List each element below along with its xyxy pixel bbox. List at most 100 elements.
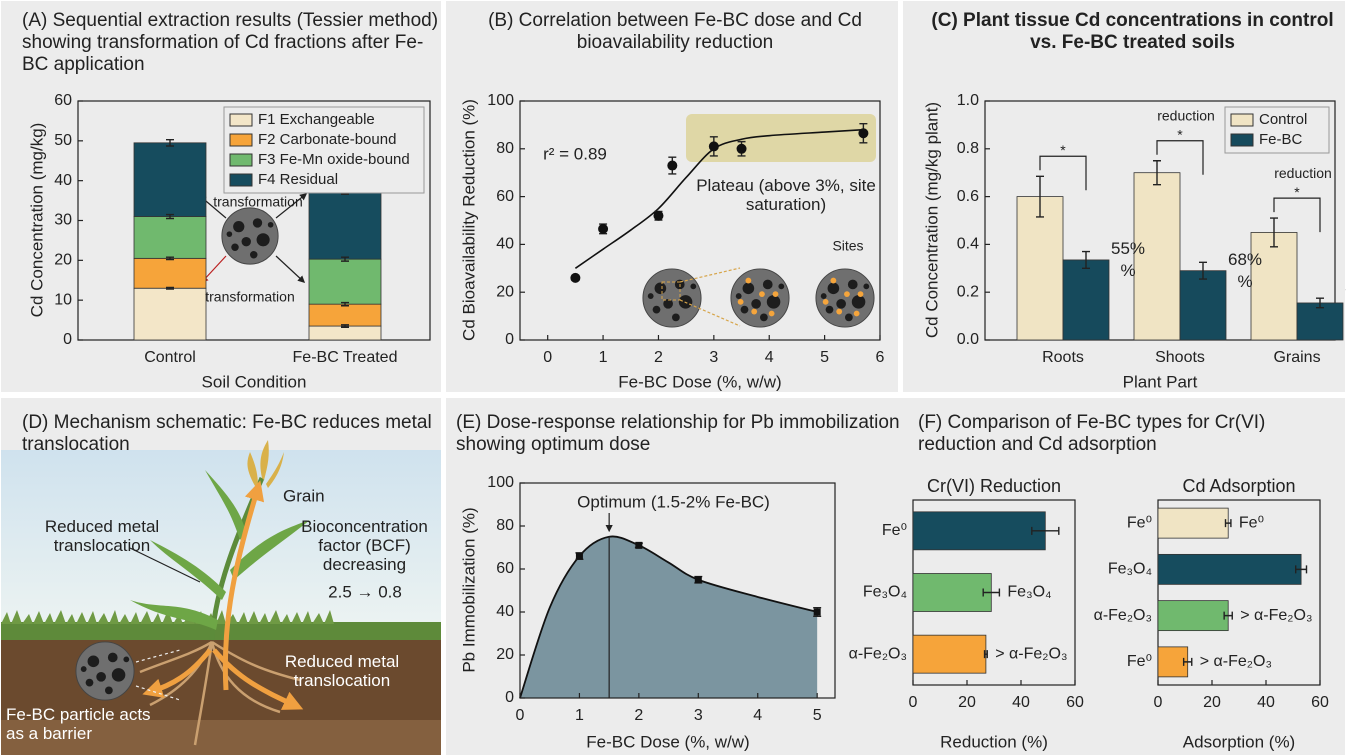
reduction-percent-unit: % bbox=[1120, 261, 1135, 280]
x-tick-label: 20 bbox=[958, 694, 976, 711]
panel-title: (C) Plant tissue Cd concentrations in co… bbox=[925, 10, 1340, 54]
data-point bbox=[695, 576, 702, 583]
panel-title: (D) Mechanism schematic: Fe-BC reduces m… bbox=[22, 412, 442, 456]
subplot-title: Cr(VI) Reduction bbox=[927, 476, 1061, 496]
x-axis-label: Soil Condition bbox=[202, 372, 307, 391]
x-tick-label: Grains bbox=[1273, 349, 1320, 366]
bar bbox=[913, 512, 1045, 550]
y-tick-label: Fe⁰ bbox=[1127, 514, 1152, 531]
x-tick-label: Control bbox=[144, 349, 196, 366]
x-tick-label: 4 bbox=[753, 707, 762, 724]
x-tick-label: 6 bbox=[876, 349, 885, 366]
y-tick-label: 1.0 bbox=[957, 92, 979, 109]
x-tick-label: 40 bbox=[1257, 694, 1275, 711]
schematic-label: Reduced metal translocation bbox=[22, 517, 182, 555]
x-tick-label: 2 bbox=[634, 707, 643, 724]
legend-label: Fe-BC bbox=[1259, 131, 1303, 148]
bar bbox=[134, 217, 206, 259]
y-tick-label: 100 bbox=[487, 474, 514, 491]
x-tick-label: 1 bbox=[599, 349, 608, 366]
panel-title: (F) Comparison of Fe-BC types for Cr(VI)… bbox=[918, 412, 1338, 456]
bar-label: Fe₃O₄ bbox=[1007, 584, 1051, 601]
biochar-image bbox=[731, 269, 789, 327]
y-tick-label: α-Fe₂O₃ bbox=[849, 645, 907, 662]
bar-label: > α-Fe₂O₃ bbox=[1240, 607, 1312, 624]
schematic-label: Reduced metal translocation bbox=[262, 652, 422, 690]
bar bbox=[913, 574, 991, 612]
annotation: Sites bbox=[832, 238, 863, 254]
y-tick-label: 0 bbox=[505, 331, 514, 348]
bar bbox=[309, 191, 381, 260]
bar bbox=[1180, 271, 1226, 340]
significance-marker: * bbox=[1177, 126, 1183, 142]
legend-label: F1 Exchangeable bbox=[258, 111, 375, 128]
x-tick-label: 1 bbox=[575, 707, 584, 724]
bar bbox=[134, 258, 206, 288]
y-tick-label: 40 bbox=[496, 603, 514, 620]
figure: Grain 2.5 → 0.8 0102030405060Soil Condit… bbox=[0, 0, 1346, 756]
x-tick-label: Shoots bbox=[1155, 349, 1205, 366]
y-tick-label: 0.0 bbox=[957, 331, 979, 348]
legend-label: F3 Fe-Mn oxide-bound bbox=[258, 151, 410, 168]
y-tick-label: 100 bbox=[487, 92, 514, 109]
data-point bbox=[737, 144, 747, 154]
y-tick-label: 10 bbox=[54, 291, 72, 308]
data-point bbox=[570, 273, 580, 283]
plateau-label: Plateau (above 3%, site saturation) bbox=[688, 176, 884, 214]
reduction-percent-unit: % bbox=[1237, 272, 1252, 291]
y-tick-label: α-Fe₂O₃ bbox=[1094, 607, 1152, 624]
legend-swatch bbox=[230, 114, 252, 126]
x-tick-label: 5 bbox=[820, 349, 829, 366]
schematic-label: Fe-BC particle acts as a barrier bbox=[6, 705, 166, 743]
y-axis-label: Cd Bioavailability Reduction (%) bbox=[459, 99, 478, 341]
annotation: transformation bbox=[213, 194, 302, 210]
y-tick-label: 60 bbox=[496, 188, 514, 205]
legend-label: F2 Carbonate-bound bbox=[258, 131, 396, 148]
bar bbox=[309, 259, 381, 304]
bar bbox=[134, 288, 206, 340]
bar bbox=[1251, 232, 1297, 340]
x-tick-label: 40 bbox=[1012, 694, 1030, 711]
y-tick-label: 0.8 bbox=[957, 140, 979, 157]
x-axis-label: Plant Part bbox=[1123, 372, 1198, 391]
y-tick-label: Fe⁰ bbox=[882, 522, 907, 539]
reduction-percent: 68% bbox=[1228, 250, 1262, 269]
y-tick-label: 20 bbox=[496, 646, 514, 663]
bar bbox=[1158, 601, 1228, 631]
annotation: r² = 0.89 bbox=[543, 144, 607, 163]
legend-label: F4 Residual bbox=[258, 171, 338, 188]
x-tick-label: 4 bbox=[765, 349, 774, 366]
bar bbox=[134, 143, 206, 217]
y-tick-label: 60 bbox=[54, 92, 72, 109]
legend-swatch bbox=[1231, 114, 1253, 126]
bar bbox=[309, 304, 381, 326]
x-tick-label: 60 bbox=[1311, 694, 1329, 711]
data-point bbox=[667, 161, 677, 171]
panel-title: (B) Correlation between Fe-BC dose and C… bbox=[470, 10, 880, 54]
legend-swatch bbox=[1231, 134, 1253, 146]
legend-swatch bbox=[230, 134, 252, 146]
y-axis-label: Pb Immobilization (%) bbox=[459, 507, 478, 672]
x-tick-label: Fe-BC Treated bbox=[293, 349, 398, 366]
annotation: transformation bbox=[205, 289, 294, 305]
x-axis-label: Adsorption (%) bbox=[1183, 732, 1295, 751]
biochar-image bbox=[643, 269, 701, 327]
y-axis-label: Cd Concentration (mg/kg plant) bbox=[922, 102, 941, 338]
bar bbox=[913, 635, 986, 673]
biochar-image bbox=[222, 208, 278, 264]
y-tick-label: Fe⁰ bbox=[1127, 653, 1152, 670]
biochar-image bbox=[816, 269, 874, 327]
panel-title: (A) Sequential extraction results (Tessi… bbox=[22, 10, 440, 76]
y-tick-label: 0.2 bbox=[957, 283, 979, 300]
subplot-title: Cd Adsorption bbox=[1182, 476, 1295, 496]
bar bbox=[1158, 508, 1228, 538]
bar-label: > α-Fe₂O₃ bbox=[995, 645, 1067, 662]
reduction-note: reduction bbox=[1157, 107, 1215, 123]
bar bbox=[1297, 303, 1343, 340]
y-tick-label: 0.6 bbox=[957, 188, 979, 205]
y-axis-label: Cd Concentration (mg/kg) bbox=[27, 123, 46, 318]
bar bbox=[1063, 260, 1109, 340]
bar bbox=[1158, 554, 1301, 584]
y-tick-label: 0 bbox=[63, 331, 72, 348]
y-tick-label: 20 bbox=[54, 252, 72, 269]
